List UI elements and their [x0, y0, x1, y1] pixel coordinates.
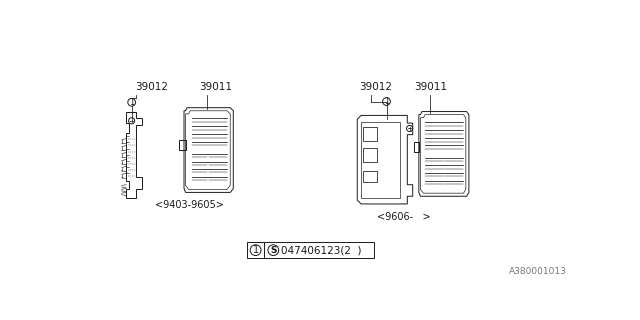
Text: S: S [270, 246, 276, 255]
Text: 39011: 39011 [414, 82, 447, 92]
Bar [247, 243, 374, 258]
Text: 1: 1 [129, 98, 134, 107]
Text: 39012: 39012 [136, 82, 168, 92]
Text: 047406123(2  ): 047406123(2 ) [281, 245, 362, 255]
Text: <9606-   >: <9606- > [377, 212, 430, 222]
Text: 1: 1 [253, 245, 259, 255]
Text: 39012: 39012 [359, 82, 392, 92]
Text: <9403-9605>: <9403-9605> [155, 200, 224, 210]
Text: A380001013: A380001013 [509, 267, 566, 276]
Text: 1: 1 [384, 97, 389, 106]
Text: 39011: 39011 [200, 82, 232, 92]
